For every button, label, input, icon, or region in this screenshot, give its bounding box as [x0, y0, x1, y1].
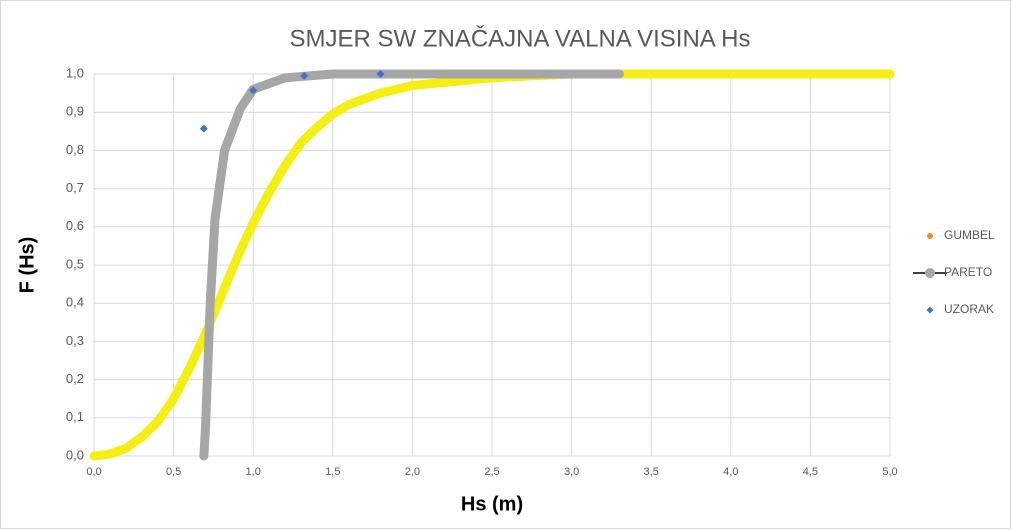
x-tick-label: 0,5	[166, 466, 181, 478]
y-axis-label: F (Hs)	[16, 237, 38, 294]
y-tick-label: 0,7	[66, 180, 84, 195]
y-tick-label: 0,5	[66, 256, 84, 271]
y-tick-label: 1,0	[66, 65, 84, 80]
legend-label: PARETO	[944, 265, 992, 279]
data-point	[249, 86, 258, 95]
x-tick-label: 2,0	[405, 466, 420, 478]
x-tick-label: 5,0	[882, 466, 897, 478]
series-line	[199, 69, 624, 461]
y-tick-label: 0,4	[66, 295, 84, 310]
legend-marker	[927, 233, 933, 239]
chart-title: SMJER SW ZNAČAJNA VALNA VISINA Hs	[290, 24, 751, 52]
x-tick-label: 3,0	[564, 466, 579, 478]
x-tick-label: 2,5	[484, 466, 499, 478]
y-tick-label: 0,1	[66, 409, 84, 424]
x-axis-label: Hs (m)	[461, 493, 523, 515]
legend-marker	[926, 306, 934, 314]
x-tick-label: 4,0	[723, 466, 738, 478]
y-tick-label: 0,8	[66, 142, 84, 157]
data-point	[199, 124, 208, 133]
x-tick-label: 4,5	[803, 466, 818, 478]
y-tick-label: 0,6	[66, 218, 84, 233]
y-tick-label: 0,2	[66, 371, 84, 386]
data-point	[376, 70, 385, 78]
x-tick-label: 1,5	[325, 466, 340, 478]
x-tick-label: 1,0	[246, 466, 261, 478]
y-tick-label: 0,9	[66, 104, 84, 119]
legend-label: UZORAK	[944, 302, 994, 316]
y-tick-label: 0,3	[66, 333, 84, 348]
legend-label: GUMBEL	[944, 228, 995, 242]
data-point	[300, 71, 309, 80]
x-tick-label: 0,0	[86, 466, 101, 478]
y-tick-label: 0,0	[66, 447, 84, 462]
legend-marker	[925, 268, 935, 278]
x-tick-label: 3,5	[644, 466, 659, 478]
series-line	[89, 69, 895, 461]
